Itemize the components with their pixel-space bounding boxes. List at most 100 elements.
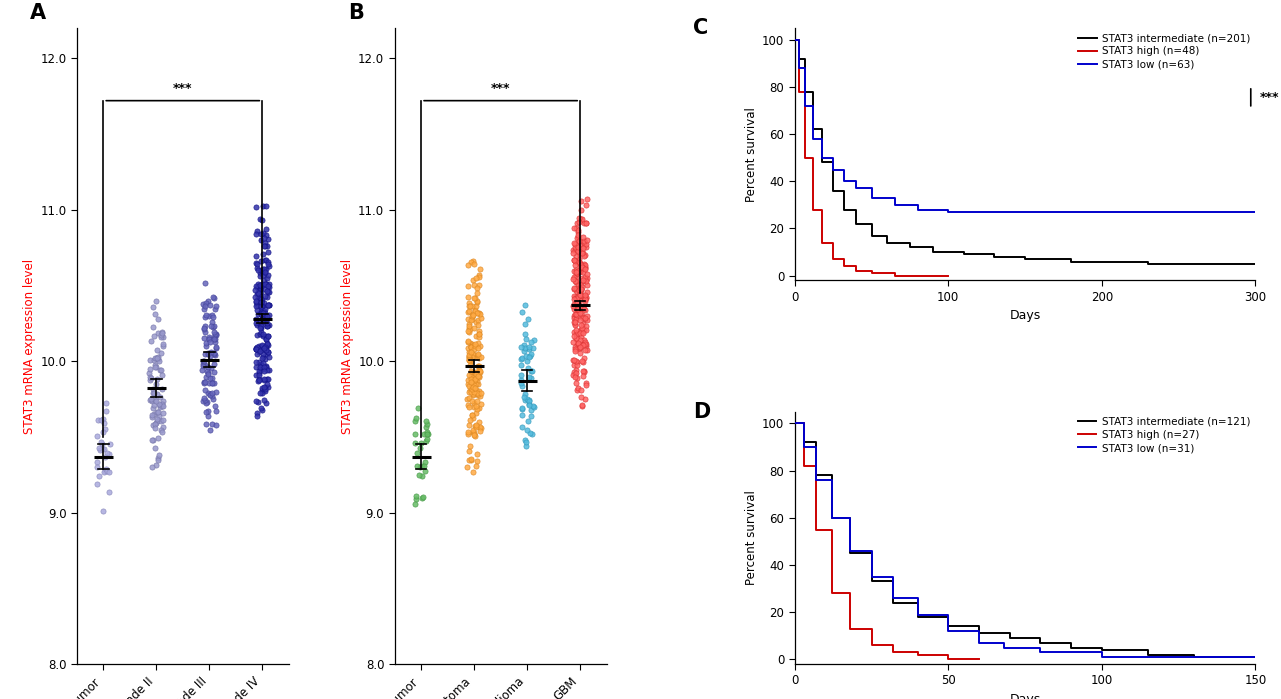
- Point: [570, 260, 591, 271]
- Point: [193, 392, 214, 403]
- Point: [457, 399, 478, 410]
- Point: [414, 456, 434, 468]
- Point: [257, 285, 278, 296]
- Point: [246, 313, 266, 324]
- Point: [254, 310, 274, 321]
- Point: [459, 454, 479, 466]
- Point: [256, 361, 277, 372]
- Point: [255, 340, 275, 352]
- Point: [465, 460, 485, 471]
- Point: [571, 338, 592, 350]
- Point: [255, 308, 275, 319]
- Point: [469, 325, 489, 336]
- Point: [466, 352, 487, 363]
- Point: [204, 320, 224, 331]
- Point: [205, 330, 225, 341]
- Point: [256, 201, 277, 212]
- Point: [247, 263, 268, 274]
- Point: [147, 352, 168, 363]
- Point: [195, 359, 215, 370]
- Point: [576, 268, 597, 279]
- Point: [204, 292, 224, 303]
- Point: [200, 389, 220, 400]
- Point: [251, 403, 272, 414]
- Point: [202, 418, 223, 429]
- Point: [152, 398, 173, 410]
- Point: [465, 330, 485, 341]
- Point: [512, 404, 533, 415]
- Point: [565, 255, 585, 266]
- Point: [197, 387, 218, 398]
- Text: A: A: [31, 3, 46, 22]
- Point: [521, 366, 542, 377]
- Point: [575, 340, 596, 352]
- Point: [564, 303, 584, 315]
- Point: [567, 241, 588, 252]
- Point: [249, 375, 269, 386]
- Point: [200, 388, 220, 399]
- Point: [566, 287, 587, 298]
- Point: [570, 325, 591, 336]
- Point: [465, 292, 485, 303]
- Point: [575, 344, 596, 355]
- Point: [576, 315, 597, 326]
- Point: [570, 335, 591, 346]
- Point: [512, 421, 533, 433]
- Point: [574, 394, 594, 405]
- Point: [566, 217, 587, 228]
- Point: [259, 287, 279, 298]
- Point: [252, 269, 273, 280]
- Point: [152, 401, 173, 412]
- Point: [249, 340, 269, 351]
- Point: [247, 375, 268, 387]
- Point: [150, 399, 170, 410]
- Point: [251, 310, 272, 322]
- Point: [246, 356, 266, 368]
- Point: [459, 306, 479, 317]
- Point: [459, 354, 479, 366]
- Point: [564, 331, 584, 342]
- Point: [146, 418, 167, 429]
- Point: [142, 410, 163, 421]
- Point: [256, 321, 277, 332]
- Point: [462, 389, 483, 401]
- Point: [95, 424, 115, 435]
- Point: [205, 405, 225, 417]
- Point: [565, 314, 585, 325]
- Point: [566, 303, 587, 315]
- Point: [466, 456, 487, 467]
- Point: [575, 217, 596, 229]
- Point: [249, 346, 269, 357]
- Point: [250, 229, 270, 240]
- Point: [575, 261, 596, 273]
- Point: [205, 333, 225, 345]
- Point: [571, 247, 592, 258]
- Point: [571, 273, 592, 284]
- Point: [259, 261, 279, 272]
- Point: [460, 338, 480, 349]
- Point: [469, 403, 489, 414]
- Point: [204, 377, 224, 389]
- Point: [564, 244, 584, 255]
- Point: [564, 254, 584, 266]
- Point: [569, 327, 589, 338]
- Point: [459, 445, 479, 456]
- Point: [205, 336, 225, 347]
- Point: [146, 295, 167, 306]
- Point: [564, 293, 584, 304]
- Point: [205, 329, 225, 340]
- Point: [415, 465, 436, 476]
- Point: [569, 283, 589, 294]
- Point: [465, 338, 485, 350]
- Point: [564, 265, 584, 276]
- Point: [259, 352, 279, 363]
- Point: [205, 303, 225, 315]
- Point: [256, 313, 277, 324]
- Point: [247, 264, 268, 275]
- Point: [257, 330, 278, 341]
- Point: [570, 308, 591, 319]
- Point: [196, 309, 216, 320]
- Point: [464, 279, 484, 290]
- Point: [574, 314, 594, 325]
- Point: [88, 470, 109, 482]
